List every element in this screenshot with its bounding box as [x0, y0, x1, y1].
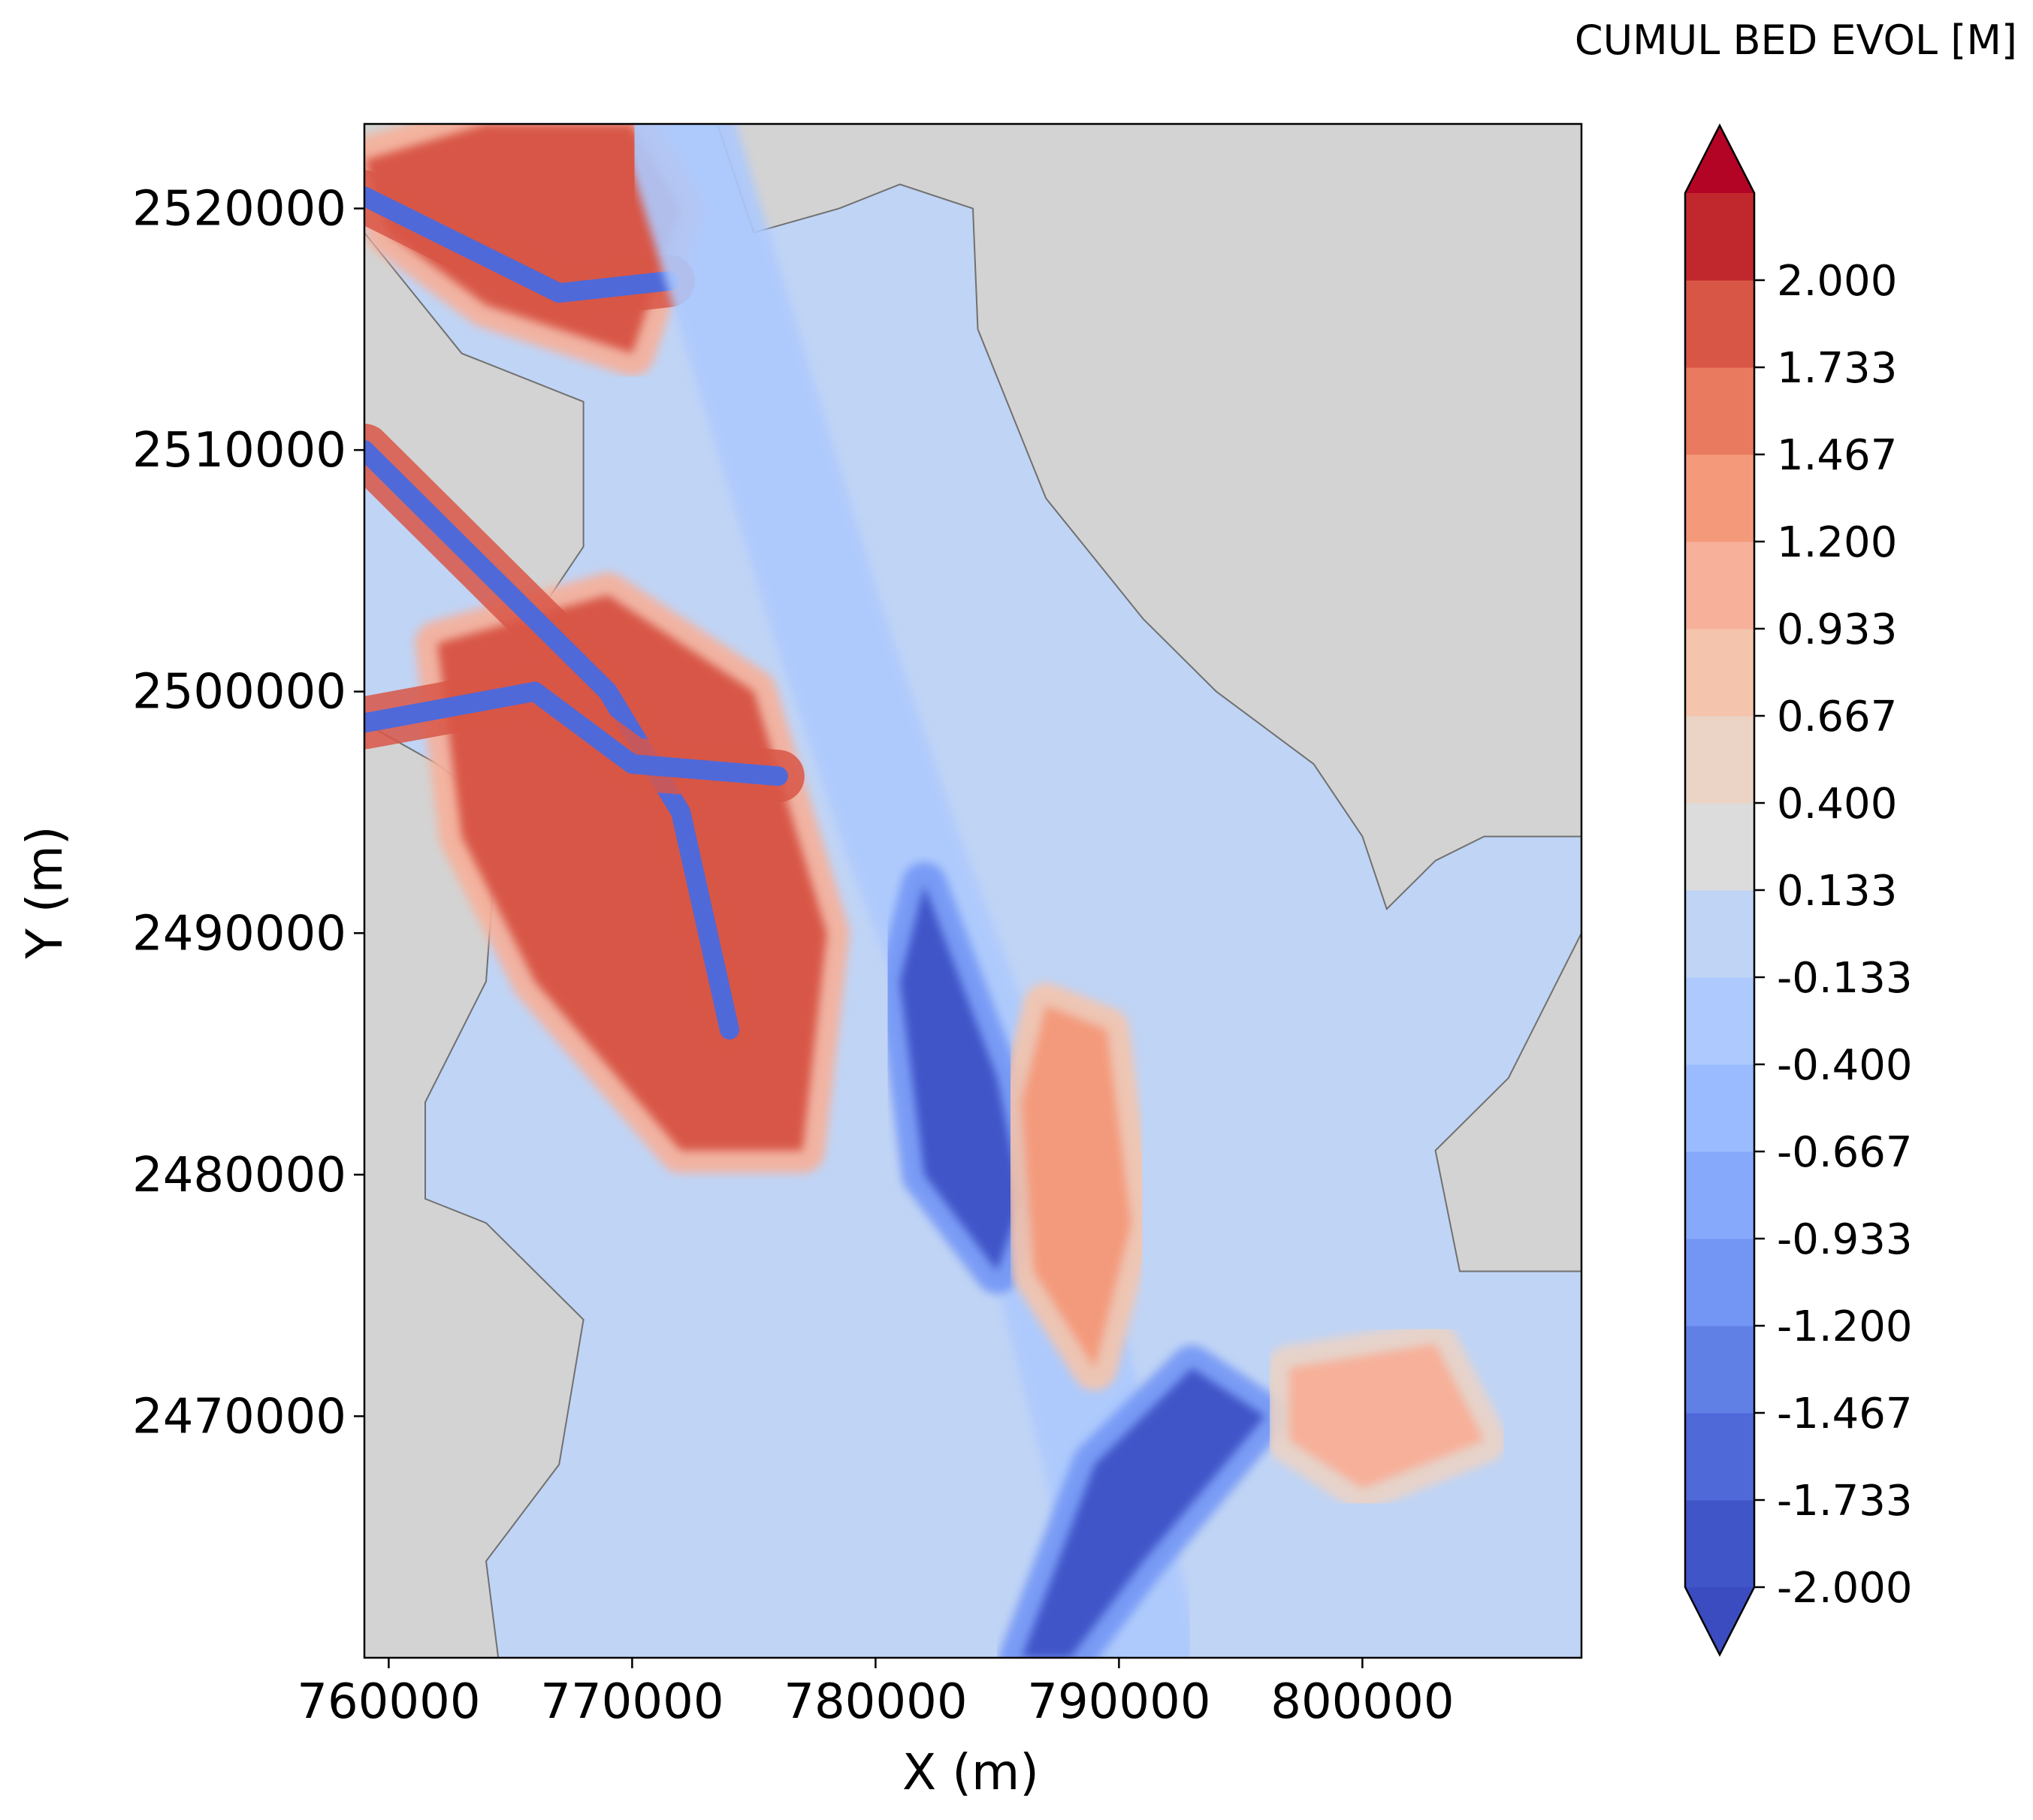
colorbar-tick-label: 1.467 — [1777, 431, 1897, 480]
x-tick-label: 760000 — [297, 1674, 480, 1730]
colorbar-band — [1685, 193, 1754, 281]
colorbar-band — [1685, 454, 1754, 542]
colorbar-tick-label: -0.667 — [1777, 1128, 1913, 1177]
x-tick-label: 770000 — [540, 1674, 723, 1730]
colorbar-tick-label: 0.933 — [1777, 605, 1897, 654]
colorbar-tick-label: -2.000 — [1777, 1564, 1913, 1613]
colorbar-tick-label: -1.200 — [1777, 1302, 1913, 1351]
colorbar-tick-label: -0.133 — [1777, 954, 1913, 1003]
colorbar-band — [1685, 542, 1754, 629]
colorbar-tick-label: -1.733 — [1777, 1477, 1913, 1526]
colorbar-band — [1685, 977, 1754, 1065]
colorbar-extend-max — [1685, 125, 1754, 193]
x-axis-ticks: 760000 770000 780000 790000 800000 — [297, 1658, 1455, 1730]
colorbar-tick-label: -0.933 — [1777, 1215, 1913, 1264]
colorbar-band — [1685, 1413, 1754, 1501]
map-feature-southern-erosion-tongue — [1021, 1368, 1265, 1658]
x-tick-label: 800000 — [1270, 1674, 1454, 1730]
y-tick-label: 2520000 — [132, 182, 346, 237]
colorbar-band — [1685, 280, 1754, 368]
colorbar-tick-label: 1.733 — [1777, 344, 1897, 393]
colorbar-title: CUMUL BED EVOL [M] — [1575, 17, 2017, 64]
colorbar-tick-label: -0.400 — [1777, 1041, 1913, 1090]
colorbar-band — [1685, 890, 1754, 978]
colorbar-band — [1685, 629, 1754, 717]
colorbar-tick-label: 2.000 — [1777, 257, 1897, 306]
colorbar-band — [1685, 1500, 1754, 1588]
map-feature-upper-channel-dredged-cut — [364, 186, 678, 303]
y-tick-label: 2470000 — [132, 1389, 346, 1444]
y-axis-ticks: 2470000 2480000 2490000 2500000 2510000 25200… — [132, 182, 364, 1444]
colorbar-band — [1685, 367, 1754, 455]
colorbar-tick-label: 0.400 — [1777, 780, 1897, 829]
map-feature-central-deposition-ridge — [1021, 1005, 1131, 1369]
y-tick-label: 2480000 — [132, 1148, 346, 1203]
colorbar-band — [1685, 1064, 1754, 1152]
x-axis-label: X (m) — [902, 1743, 1039, 1801]
colorbar-band — [1685, 1326, 1754, 1414]
map-feature-navigation-channel-cut — [364, 440, 739, 1040]
y-tick-label: 2510000 — [132, 423, 346, 478]
y-tick-label: 2490000 — [132, 906, 346, 961]
map-feature-central-erosion-trough — [899, 885, 1022, 1272]
colorbar-tick-label: 0.133 — [1777, 867, 1897, 916]
colorbar-tick-label: 1.200 — [1777, 518, 1897, 567]
map-feature-branch-channel-cut — [364, 681, 788, 786]
colorbar-band — [1685, 803, 1754, 891]
map-feature-southeast-deposition-patch — [1289, 1344, 1485, 1489]
plot-frame — [363, 122, 1583, 1659]
x-tick-label: 790000 — [1027, 1674, 1210, 1730]
y-axis-label: Y (m) — [16, 825, 74, 959]
colorbar-tick-label: -1.467 — [1777, 1390, 1913, 1438]
colorbar-band — [1685, 716, 1754, 804]
map-features — [364, 124, 1507, 1658]
colorbar-band — [1685, 1239, 1754, 1327]
colorbar-band — [1685, 1151, 1754, 1239]
colorbar-extend-min — [1685, 1587, 1754, 1655]
colorbar: -2.000 -1.733 -1.467 -1.200 -0.933 -0.667 -0.4… — [1684, 123, 1913, 1657]
colorbar-tick-label: 0.667 — [1777, 693, 1897, 741]
x-tick-label: 780000 — [784, 1674, 967, 1730]
y-tick-label: 2500000 — [132, 665, 346, 720]
